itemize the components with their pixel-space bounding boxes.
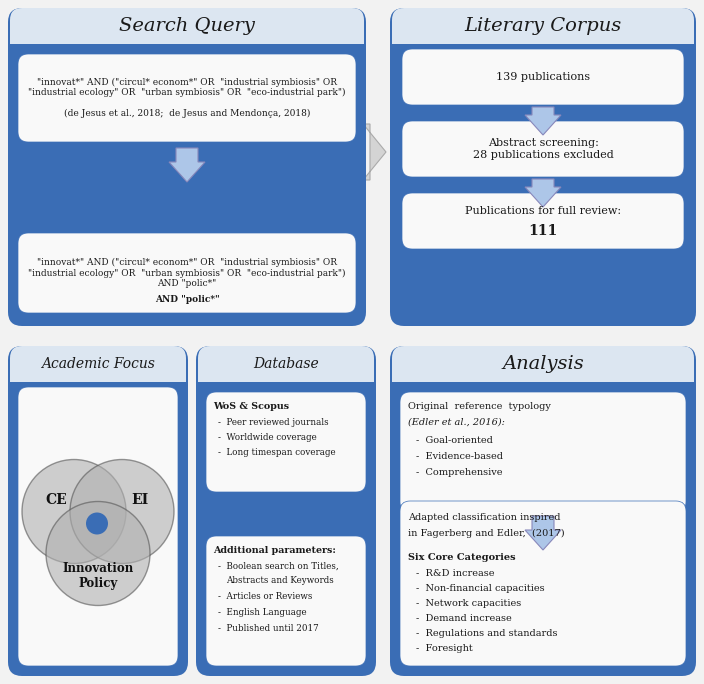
Text: -  Non-financial capacities: - Non-financial capacities <box>416 584 545 593</box>
FancyBboxPatch shape <box>206 536 366 666</box>
Text: "innovat*" AND ("circul* econom*" OR  "industrial symbiosis" OR
"industrial ecol: "innovat*" AND ("circul* econom*" OR "in… <box>28 78 346 118</box>
Polygon shape <box>341 97 386 207</box>
FancyBboxPatch shape <box>206 392 366 492</box>
Text: -  Articles or Reviews: - Articles or Reviews <box>218 592 313 601</box>
Bar <box>198 364 374 382</box>
FancyBboxPatch shape <box>18 233 356 313</box>
Bar <box>392 26 694 44</box>
Polygon shape <box>525 179 561 207</box>
Text: -  Boolean search on Titles,: - Boolean search on Titles, <box>218 562 339 571</box>
FancyBboxPatch shape <box>8 346 188 676</box>
Text: Database: Database <box>253 357 319 371</box>
FancyBboxPatch shape <box>402 49 684 105</box>
Text: -  Regulations and standards: - Regulations and standards <box>416 629 558 638</box>
Text: 139 publications: 139 publications <box>496 72 590 82</box>
Text: in Fagerberg and Edler,  (2017): in Fagerberg and Edler, (2017) <box>408 529 565 538</box>
Text: -  Goal-oriented: - Goal-oriented <box>416 436 493 445</box>
Circle shape <box>70 460 174 564</box>
FancyBboxPatch shape <box>18 387 178 666</box>
Text: -  R&D increase: - R&D increase <box>416 569 494 578</box>
Text: Academic Focus: Academic Focus <box>41 357 155 371</box>
FancyBboxPatch shape <box>18 54 356 142</box>
FancyBboxPatch shape <box>8 8 366 326</box>
Text: Six Core Categories: Six Core Categories <box>408 553 515 562</box>
Text: -  Comprehensive: - Comprehensive <box>416 468 503 477</box>
Text: Adapted classification inspired: Adapted classification inspired <box>408 513 560 522</box>
Polygon shape <box>525 107 561 135</box>
Text: AND "polic*": AND "polic*" <box>155 295 220 304</box>
Text: -  English Language: - English Language <box>218 608 307 617</box>
FancyBboxPatch shape <box>390 346 696 676</box>
Text: -  Long timespan coverage: - Long timespan coverage <box>218 448 336 457</box>
Text: Analysis: Analysis <box>502 355 584 373</box>
Text: Search Query: Search Query <box>119 17 255 35</box>
FancyBboxPatch shape <box>10 346 186 382</box>
FancyBboxPatch shape <box>392 8 694 44</box>
Text: -  Published until 2017: - Published until 2017 <box>218 624 319 633</box>
Text: Abstracts and Keywords: Abstracts and Keywords <box>226 576 334 585</box>
FancyBboxPatch shape <box>392 346 694 382</box>
Text: Additional parameters:: Additional parameters: <box>213 546 336 555</box>
Text: "innovat*" AND ("circul* econom*" OR  "industrial symbiosis" OR
"industrial ecol: "innovat*" AND ("circul* econom*" OR "in… <box>28 258 346 288</box>
Polygon shape <box>525 516 561 550</box>
Text: -  Peer reviewed journals: - Peer reviewed journals <box>218 418 329 427</box>
Polygon shape <box>169 148 205 182</box>
Circle shape <box>46 501 150 605</box>
FancyBboxPatch shape <box>402 193 684 249</box>
Text: Publications for full review:: Publications for full review: <box>465 206 621 216</box>
Text: Literary Corpus: Literary Corpus <box>465 17 622 35</box>
FancyBboxPatch shape <box>198 346 374 382</box>
FancyBboxPatch shape <box>196 346 376 676</box>
Text: WoS & Scopus: WoS & Scopus <box>213 402 289 411</box>
FancyBboxPatch shape <box>390 8 696 326</box>
FancyBboxPatch shape <box>10 8 364 44</box>
Bar <box>10 364 186 382</box>
Text: -  Network capacities: - Network capacities <box>416 599 521 608</box>
Text: Original  reference  typology: Original reference typology <box>408 402 551 411</box>
FancyBboxPatch shape <box>400 501 686 666</box>
FancyBboxPatch shape <box>400 392 686 512</box>
Text: 111: 111 <box>529 224 558 238</box>
Text: (Edler et al., 2016):: (Edler et al., 2016): <box>408 418 505 427</box>
Text: -  Worldwide coverage: - Worldwide coverage <box>218 433 317 442</box>
Text: Innovation
Policy: Innovation Policy <box>63 562 134 590</box>
Text: Abstract screening:
28 publications excluded: Abstract screening: 28 publications excl… <box>472 138 613 160</box>
Text: -  Foresight: - Foresight <box>416 644 473 653</box>
Text: CE: CE <box>45 492 67 506</box>
Bar <box>392 364 694 382</box>
Circle shape <box>86 512 108 534</box>
Text: EI: EI <box>132 492 149 506</box>
FancyBboxPatch shape <box>402 121 684 177</box>
Bar <box>10 26 364 44</box>
Text: -  Demand increase: - Demand increase <box>416 614 512 623</box>
Circle shape <box>22 460 126 564</box>
Text: -  Evidence-based: - Evidence-based <box>416 452 503 461</box>
